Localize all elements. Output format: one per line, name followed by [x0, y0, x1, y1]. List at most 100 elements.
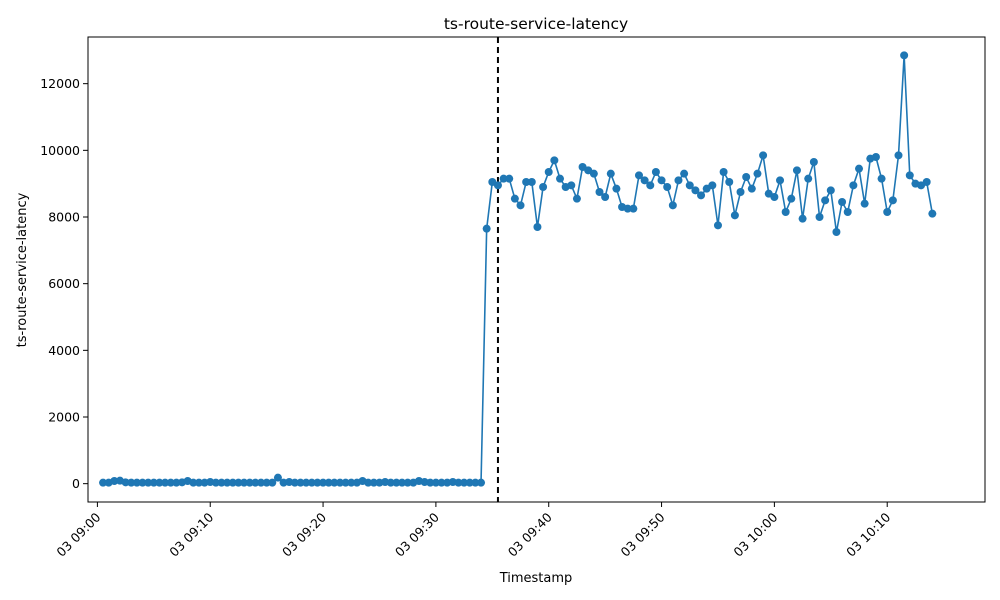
data-point: [855, 164, 864, 173]
y-tick-label: 6000: [48, 276, 80, 291]
data-point: [623, 204, 632, 213]
data-point: [437, 478, 446, 487]
data-point: [787, 194, 796, 203]
y-tick-label: 12000: [40, 76, 80, 91]
data-point: [273, 473, 282, 482]
data-point: [589, 169, 598, 178]
y-tick-label: 10000: [40, 143, 80, 158]
data-point: [883, 208, 892, 216]
data-point: [386, 478, 395, 487]
series-layer: [99, 51, 937, 487]
y-axis: 0 2000 4000 6000 8000 10000 12000: [40, 76, 88, 491]
data-point: [527, 178, 536, 186]
data-point: [719, 168, 728, 176]
data-point: [471, 478, 480, 487]
data-point: [685, 181, 694, 190]
data-point: [826, 186, 835, 195]
data-point: [612, 184, 621, 193]
data-point: [477, 478, 486, 487]
data-point: [234, 478, 243, 487]
data-point: [798, 214, 807, 223]
data-point: [747, 184, 756, 193]
data-point: [900, 51, 909, 60]
data-point: [725, 178, 734, 186]
data-point: [640, 176, 649, 185]
data-point: [905, 171, 914, 180]
data-point: [217, 478, 226, 487]
data-point: [144, 478, 153, 487]
data-point: [454, 478, 463, 487]
data-point: [815, 213, 824, 221]
data-point: [138, 478, 147, 487]
data-point: [110, 477, 119, 485]
data-point: [804, 174, 813, 183]
data-point: [121, 478, 130, 487]
data-point: [894, 151, 903, 160]
data-point: [149, 478, 158, 487]
chart-title: ts-route-service-latency: [444, 15, 628, 33]
data-point: [290, 478, 299, 487]
data-point: [634, 171, 643, 180]
data-point: [539, 183, 548, 191]
data-point: [742, 173, 751, 181]
data-point: [257, 478, 266, 487]
data-point: [324, 478, 333, 487]
data-point: [871, 153, 880, 161]
data-point: [860, 199, 869, 208]
data-point: [544, 168, 553, 176]
data-point: [668, 201, 677, 210]
data-point: [843, 208, 852, 216]
data-point: [792, 166, 801, 175]
data-point: [928, 209, 937, 218]
data-point: [426, 478, 435, 487]
data-point: [663, 183, 672, 191]
data-point: [657, 176, 666, 185]
data-point: [460, 478, 469, 487]
data-point: [240, 478, 249, 487]
data-point: [516, 201, 525, 210]
plot-frame: [87, 36, 986, 503]
data-point: [262, 478, 271, 487]
data-point: [781, 208, 790, 216]
data-point: [680, 169, 689, 178]
data-point: [691, 186, 700, 195]
data-point: [629, 204, 638, 213]
data-point: [307, 478, 316, 487]
data-point: [330, 478, 339, 487]
data-point: [493, 181, 502, 190]
plot-area: [87, 36, 986, 503]
data-point: [595, 188, 604, 196]
data-point: [161, 478, 170, 487]
data-point: [166, 478, 175, 487]
data-point: [296, 478, 305, 487]
data-point: [651, 168, 660, 176]
data-point: [172, 478, 181, 487]
data-point: [838, 198, 847, 206]
data-point: [245, 478, 254, 487]
data-point: [646, 181, 655, 190]
data-point: [821, 196, 830, 205]
y-tick-label: 0: [72, 476, 80, 491]
data-point: [228, 478, 237, 487]
data-point: [319, 478, 328, 487]
data-point: [465, 478, 474, 487]
data-point: [922, 178, 931, 186]
data-point: [313, 478, 322, 487]
data-point: [505, 174, 514, 183]
data-point: [522, 178, 531, 186]
data-point: [403, 478, 412, 487]
data-point: [533, 223, 542, 231]
data-point: [776, 176, 785, 185]
data-point: [398, 478, 407, 487]
data-point: [194, 478, 203, 487]
data-point: [347, 478, 356, 487]
data-point: [499, 174, 508, 183]
data-point: [132, 478, 141, 487]
data-point: [556, 174, 565, 183]
data-point: [251, 478, 260, 487]
data-point: [223, 478, 232, 487]
data-point: [211, 478, 220, 487]
x-axis-label: Timestamp: [499, 571, 573, 586]
